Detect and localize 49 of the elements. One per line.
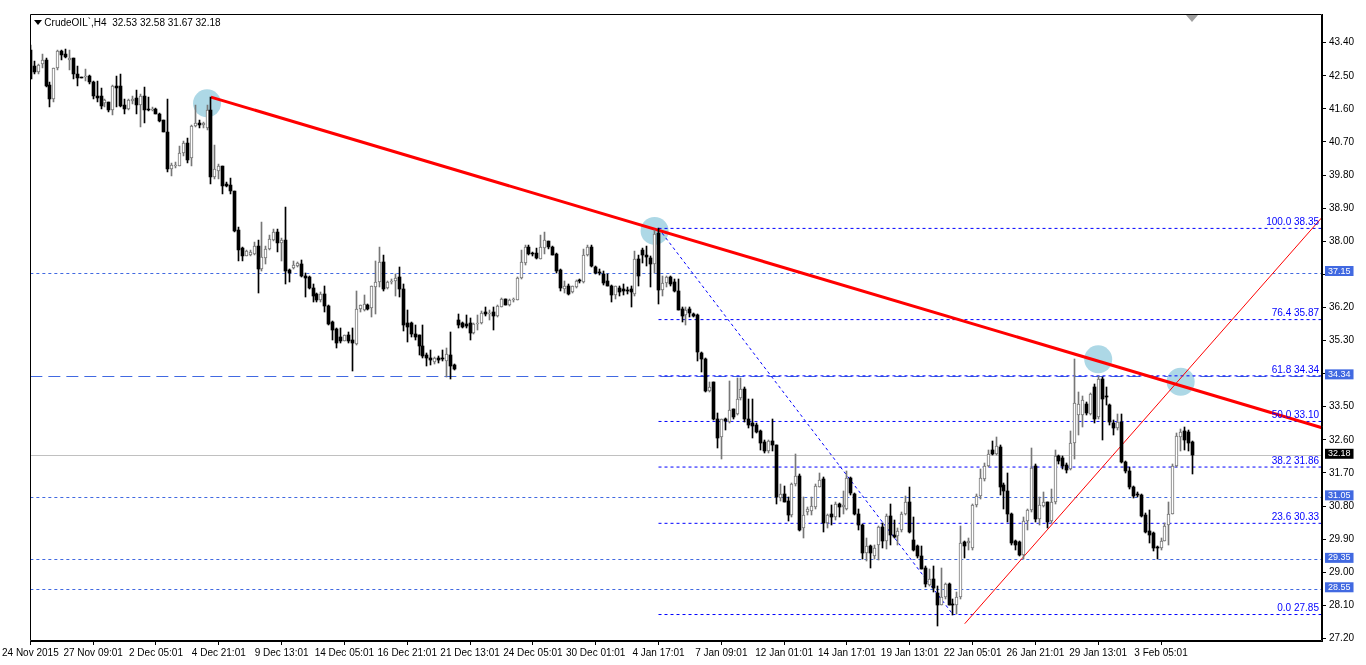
y-tick-label: 42.50: [1329, 69, 1355, 81]
ref-line-label: 37.15: [1328, 265, 1351, 276]
y-tick-label: 29.90: [1329, 532, 1355, 544]
y-tick-label: 35.30: [1329, 334, 1355, 346]
ref-line-label: 31.05: [1328, 489, 1351, 500]
x-tick-label: 9 Dec 13:01: [254, 646, 310, 658]
y-tick-label: 38.90: [1329, 201, 1355, 213]
series-label: 61.8 34.34: [1271, 363, 1320, 375]
x-tick-label: 22 Jan 05:01: [943, 646, 1002, 658]
y-tick-label: 31.70: [1329, 466, 1355, 478]
y-tick-label: 43.40: [1329, 36, 1355, 48]
x-tick-label: 26 Jan 21:01: [1006, 646, 1065, 658]
x-tick-label: 16 Dec 21:01: [377, 646, 438, 658]
y-tick-label: 27.20: [1329, 632, 1355, 644]
y-tick-label: 33.50: [1329, 400, 1355, 412]
y-tick-label: 40.70: [1329, 135, 1355, 147]
y-tick-label: 36.20: [1329, 301, 1355, 313]
y-tick-label: 32.60: [1329, 433, 1355, 445]
series-label: 23.6 30.33: [1271, 511, 1320, 523]
ref-line-label: 28.55: [1328, 581, 1351, 592]
x-tick-label: 4 Jan 17:01: [632, 646, 686, 658]
x-tick-label: 21 Dec 13:01: [440, 646, 501, 658]
x-tick-label: 24 Nov 2015: [2, 646, 60, 658]
x-tick-label: 29 Jan 13:01: [1069, 646, 1128, 658]
y-tick-label: 39.80: [1329, 168, 1355, 180]
ref-line-label: 29.35: [1328, 552, 1351, 563]
x-tick-label: 14 Dec 05:01: [314, 646, 375, 658]
y-tick-label: 38.00: [1329, 235, 1355, 247]
x-tick-label: 12 Jan 01:01: [755, 646, 814, 658]
y-tick-label: 41.60: [1329, 102, 1355, 114]
y-tick-label: 29.00: [1329, 565, 1355, 577]
ref-line-label: 32.18: [1328, 448, 1351, 459]
x-tick-label: 4 Dec 21:01: [191, 646, 247, 658]
series-label: 100.0 38.35: [1266, 216, 1320, 228]
x-tick-label: 7 Jan 09:01: [695, 646, 748, 658]
x-tick-label: 24 Dec 05:01: [503, 646, 564, 658]
series-label: 76.4 35.87: [1271, 307, 1320, 319]
chart-title: CrudeOIL`,H4 32.53 32.58 31.67 32.18: [44, 17, 221, 29]
ref-line-label: 34.34: [1328, 368, 1351, 379]
x-tick-label: 19 Jan 13:01: [880, 646, 940, 658]
x-tick-label: 30 Dec 01:01: [565, 646, 626, 658]
x-tick-label: 2 Dec 05:01: [129, 646, 184, 658]
y-tick-label: 28.10: [1329, 599, 1355, 611]
series-label: 0.0 27.85: [1277, 602, 1320, 614]
x-tick-label: 14 Jan 17:01: [818, 646, 877, 658]
x-tick-label: 3 Feb 05:01: [1134, 646, 1189, 658]
x-tick-label: 27 Nov 09:01: [63, 646, 124, 658]
series-label: 38.2 31.86: [1271, 454, 1320, 466]
y-tick-label: 30.80: [1329, 499, 1355, 511]
